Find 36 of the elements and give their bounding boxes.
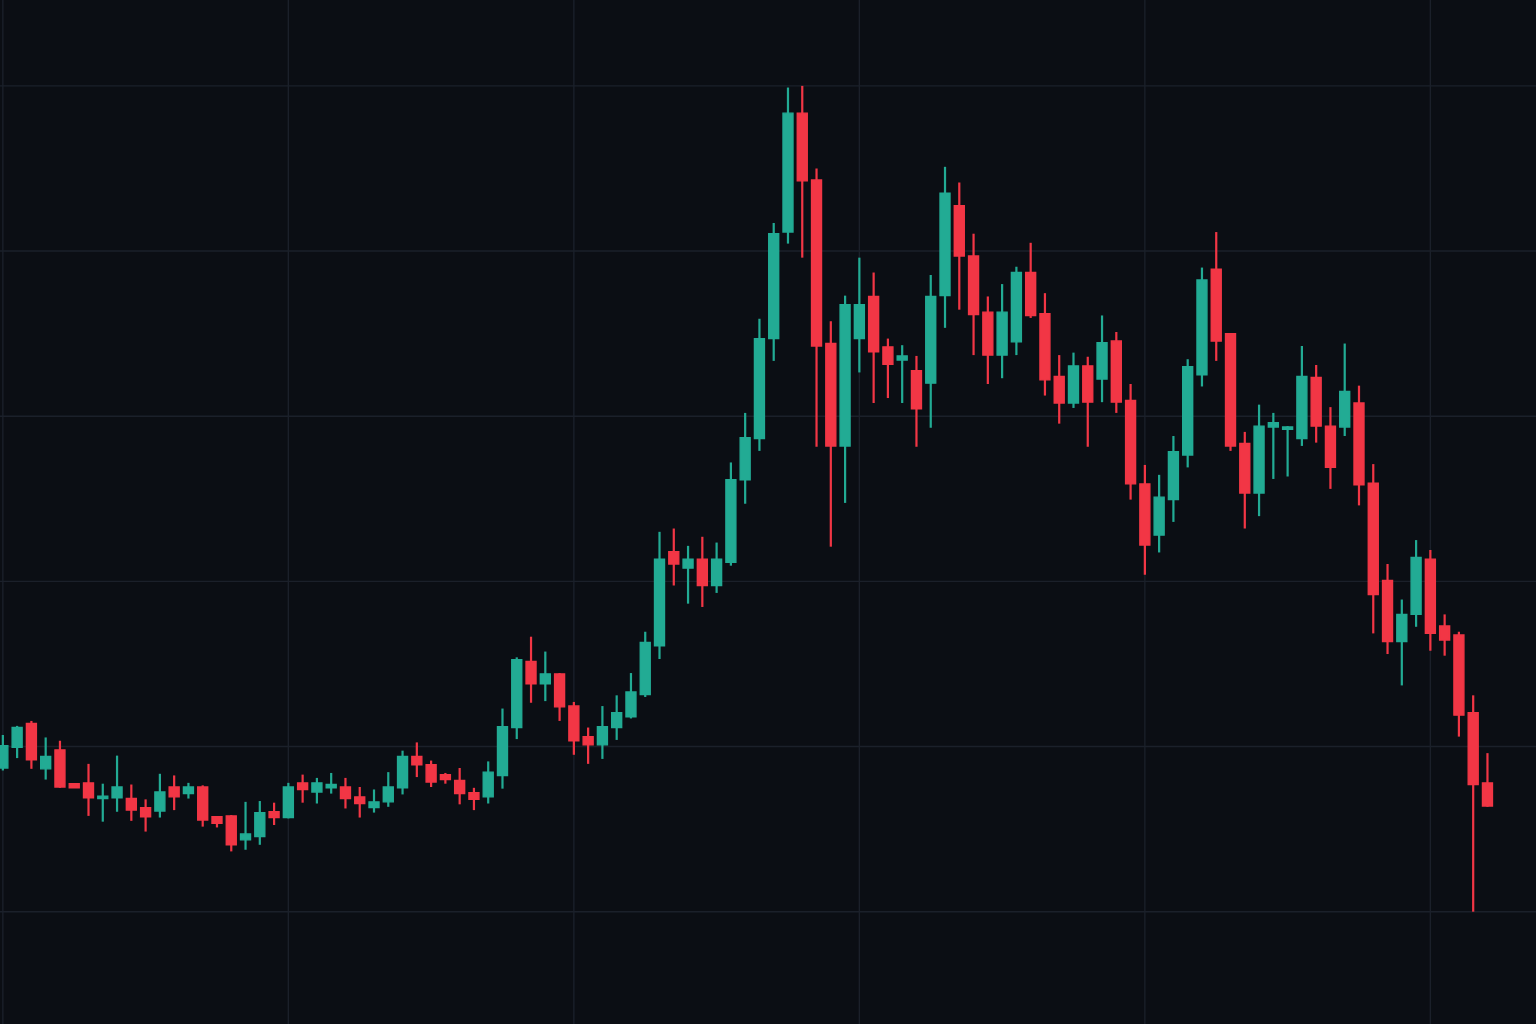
candlestick: [97, 782, 109, 823]
candlestick: [125, 783, 138, 822]
candlestick: [39, 736, 52, 781]
candlestick: [453, 766, 466, 806]
candlestick: [682, 544, 694, 605]
candlestick: [468, 786, 480, 812]
candlestick: [425, 759, 437, 789]
candlestick: [268, 801, 280, 827]
candlestick: [111, 754, 123, 813]
candlestick: [411, 741, 423, 779]
candlestick: [525, 635, 537, 704]
candlestick: [882, 337, 894, 400]
candlestick: [296, 773, 309, 804]
candlestick: [1281, 425, 1294, 478]
candlestick: [1267, 411, 1280, 481]
candlestick: [368, 788, 380, 814]
candlestick: [311, 776, 323, 805]
candlestick: [11, 724, 23, 760]
candlestick: [896, 344, 908, 405]
candlestick: [582, 726, 594, 765]
candlestick: [354, 785, 366, 819]
candlestick: [325, 771, 337, 795]
candlestick: [254, 799, 266, 846]
candlestick: [539, 650, 551, 703]
candlestick: [139, 798, 152, 833]
candlestick: [382, 771, 394, 808]
candlestick: [154, 772, 166, 819]
candlestick: [339, 776, 352, 810]
candlestick: [596, 704, 609, 761]
candlestick: [1481, 752, 1494, 808]
candlestick: [82, 762, 95, 818]
candlestick: [168, 774, 180, 812]
candlestick: [239, 800, 252, 851]
candlestick: [1438, 613, 1451, 657]
candlestick: [610, 694, 623, 742]
candlestick: [668, 527, 680, 587]
